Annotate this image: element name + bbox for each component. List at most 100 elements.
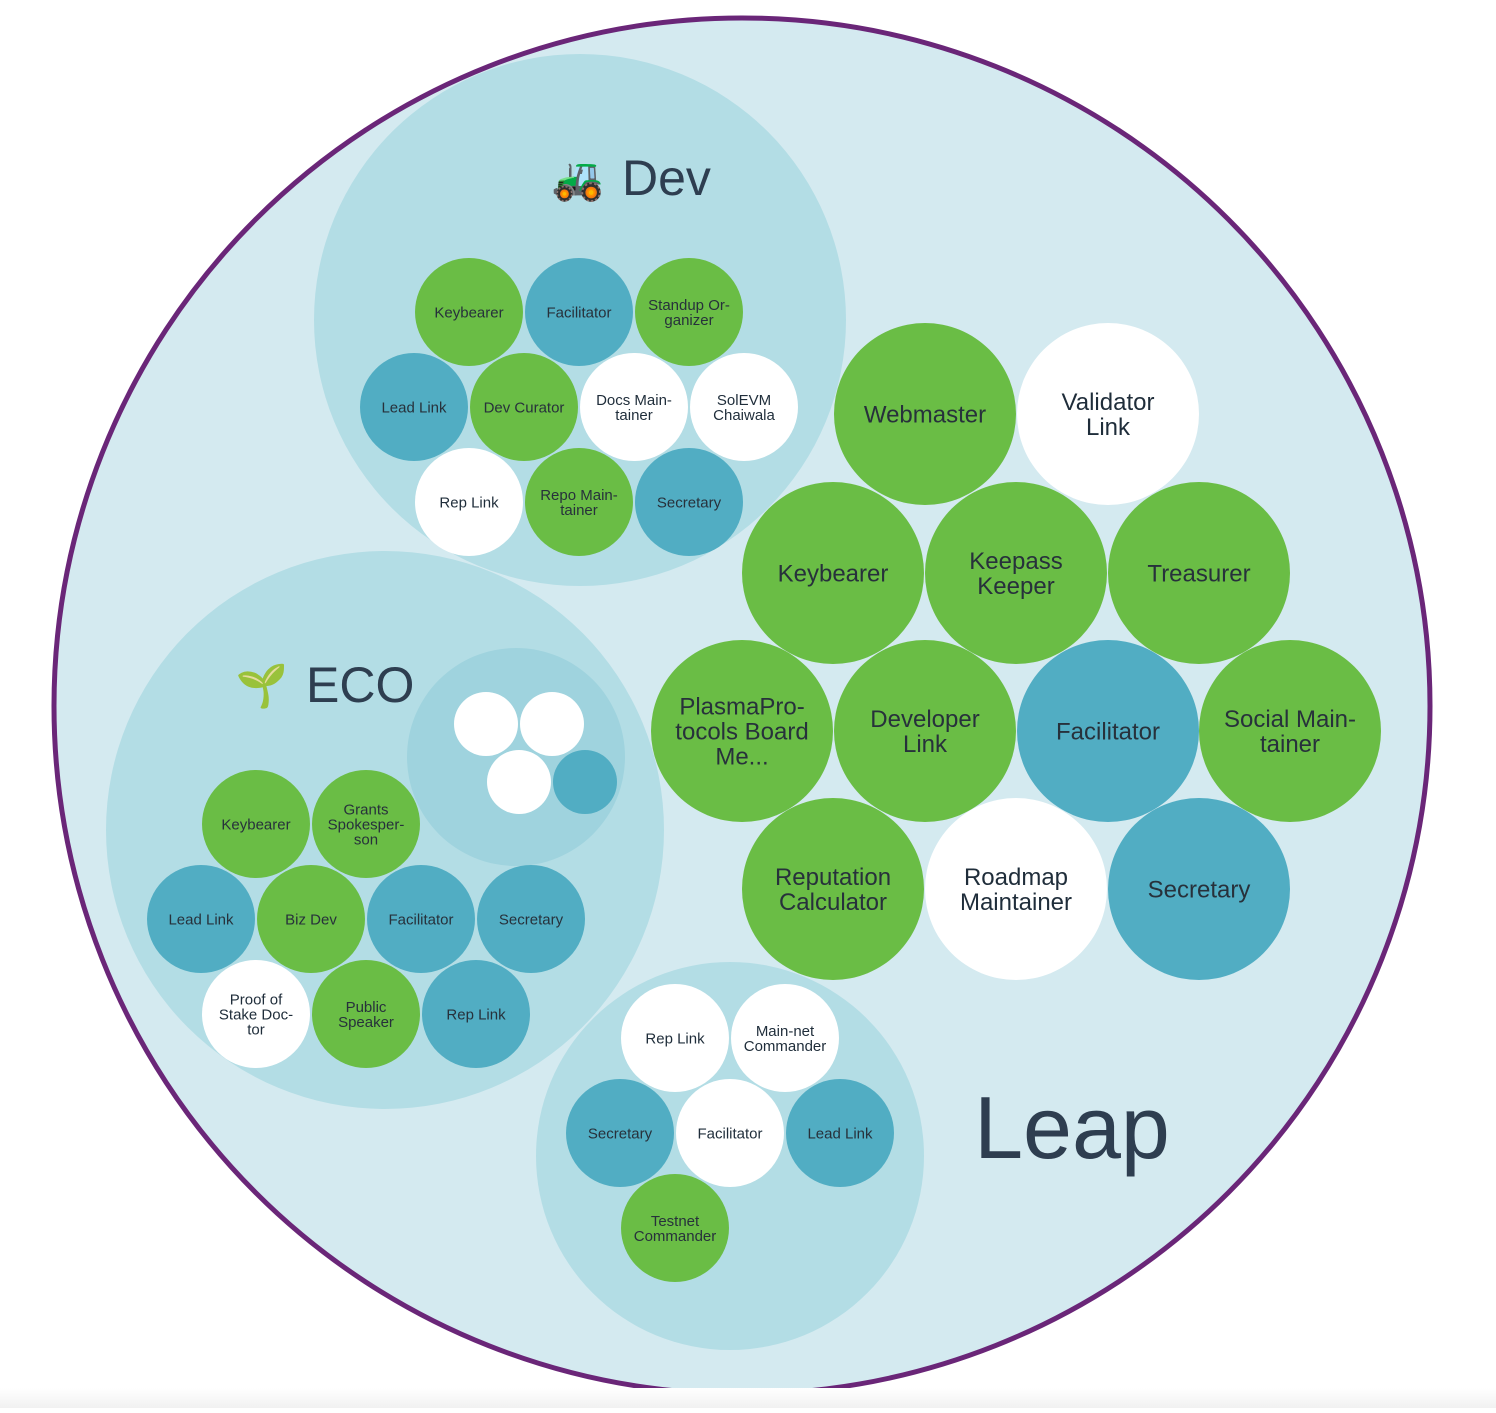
dev-role-docs-main-tainer[interactable]: Docs Main-tainer xyxy=(580,353,688,461)
eco-role-public-speaker-circle[interactable] xyxy=(312,960,420,1068)
dev-role-dev-curator-label: Dev Curator xyxy=(484,399,565,416)
unnamed-role-testnet-commander-circle[interactable] xyxy=(621,1174,729,1282)
dev-role-rep-link[interactable]: Rep Link xyxy=(415,448,523,556)
unnamed-role-lead-link-circle[interactable] xyxy=(786,1079,894,1187)
root-role-validator-link-circle[interactable] xyxy=(1017,323,1199,505)
root-role-social-main-tainer[interactable]: Social Main-tainer xyxy=(1199,640,1381,822)
dev-role-lead-link[interactable]: Lead Link xyxy=(360,353,468,461)
eco-role-keybearer-circle[interactable] xyxy=(202,770,310,878)
dev-role-standup-or-ganizer-label: Standup Or-ganizer xyxy=(648,297,730,329)
eco-title-label: ECO xyxy=(306,657,414,713)
root-role-social-main-tainer-circle[interactable] xyxy=(1199,640,1381,822)
dev-role-keybearer[interactable]: Keybearer xyxy=(415,258,523,366)
unnamed-role-main-net-commander-circle[interactable] xyxy=(731,984,839,1092)
root-role-developer-link-circle[interactable] xyxy=(834,640,1016,822)
eco-role-biz-dev-label: Biz Dev xyxy=(285,911,337,928)
eco-role-secretary[interactable]: Secretary xyxy=(477,865,585,973)
dev-title-label: Dev xyxy=(622,150,711,206)
eco-role-facilitator-circle[interactable] xyxy=(367,865,475,973)
unnamed-role-lead-link-label: Lead Link xyxy=(807,1125,873,1142)
dev-role-facilitator-label: Facilitator xyxy=(546,304,611,321)
root-role-webmaster-circle[interactable] xyxy=(834,323,1016,505)
root-role-reputation-calculator-circle[interactable] xyxy=(742,798,924,980)
dev-role-standup-or-ganizer[interactable]: Standup Or-ganizer xyxy=(635,258,743,366)
eco-subcircle-role-4[interactable] xyxy=(553,750,617,814)
eco-role-keybearer[interactable]: Keybearer xyxy=(202,770,310,878)
tractor-icon: 🚜 xyxy=(552,155,604,203)
dev-role-standup-or-ganizer-circle[interactable] xyxy=(635,258,743,366)
root-role-keybearer[interactable]: Keybearer xyxy=(742,482,924,664)
root-role-facilitator-circle[interactable] xyxy=(1017,640,1199,822)
dev-role-secretary-circle[interactable] xyxy=(635,448,743,556)
root-role-secretary[interactable]: Secretary xyxy=(1108,798,1290,980)
dev-role-dev-curator-circle[interactable] xyxy=(470,353,578,461)
unnamed-role-facilitator-label: Facilitator xyxy=(697,1125,762,1142)
unnamed-role-testnet-commander[interactable]: Testnet Commander xyxy=(621,1174,729,1282)
eco-role-rep-link-label: Rep Link xyxy=(446,1006,506,1023)
eco-role-rep-link[interactable]: Rep Link xyxy=(422,960,530,1068)
dev-role-repo-main-tainer[interactable]: Repo Main-tainer xyxy=(525,448,633,556)
eco-role-lead-link-circle[interactable] xyxy=(147,865,255,973)
dev-role-facilitator-circle[interactable] xyxy=(525,258,633,366)
root-role-validator-link[interactable]: Validator Link xyxy=(1017,323,1199,505)
eco-role-grants-spokesper-son-circle[interactable] xyxy=(312,770,420,878)
unnamed-role-rep-link[interactable]: Rep Link xyxy=(621,984,729,1092)
root-role-treasurer-circle[interactable] xyxy=(1108,482,1290,664)
eco-role-facilitator[interactable]: Facilitator xyxy=(367,865,475,973)
unnamed-role-testnet-commander-label: Testnet Commander xyxy=(634,1213,717,1245)
root-role-plasmapro-tocols-board-me-circle[interactable] xyxy=(651,640,833,822)
unnamed-role-facilitator[interactable]: Facilitator xyxy=(676,1079,784,1187)
root-role-treasurer[interactable]: Treasurer xyxy=(1108,482,1290,664)
dev-role-docs-main-tainer-circle[interactable] xyxy=(580,353,688,461)
eco-role-biz-dev-circle[interactable] xyxy=(257,865,365,973)
root-role-roadmap-maintainer-circle[interactable] xyxy=(925,798,1107,980)
eco-subcircle-role-2[interactable] xyxy=(520,692,584,756)
root-role-developer-link[interactable]: Developer Link xyxy=(834,640,1016,822)
unnamed-role-lead-link[interactable]: Lead Link xyxy=(786,1079,894,1187)
roles-layer: Keybearer Facilitator Standup Or-ganizer Le… xyxy=(147,258,1381,1282)
root-role-keepass-keeper[interactable]: Keepass Keeper xyxy=(925,482,1107,664)
eco-role-grants-spokesper-son-label: Grants Spokesper-son xyxy=(328,801,405,848)
root-role-keepass-keeper-circle[interactable] xyxy=(925,482,1107,664)
root-role-roadmap-maintainer-label: Roadmap Maintainer xyxy=(960,864,1072,916)
dev-role-rep-link-circle[interactable] xyxy=(415,448,523,556)
root-role-plasmapro-tocols-board-me-label: PlasmaPro-tocols Board Me... xyxy=(675,693,808,770)
root-role-webmaster[interactable]: Webmaster xyxy=(834,323,1016,505)
eco-role-public-speaker[interactable]: Public Speaker xyxy=(312,960,420,1068)
unnamed-role-facilitator-circle[interactable] xyxy=(676,1079,784,1187)
eco-role-secretary-label: Secretary xyxy=(499,911,564,928)
dev-role-lead-link-circle[interactable] xyxy=(360,353,468,461)
eco-role-rep-link-circle[interactable] xyxy=(422,960,530,1068)
leap-title: Leap xyxy=(974,1078,1170,1177)
dev-role-dev-curator[interactable]: Dev Curator xyxy=(470,353,578,461)
root-role-keybearer-circle[interactable] xyxy=(742,482,924,664)
eco-role-biz-dev[interactable]: Biz Dev xyxy=(257,865,365,973)
root-role-reputation-calculator[interactable]: Reputation Calculator xyxy=(742,798,924,980)
root-role-social-main-tainer-label: Social Main-tainer xyxy=(1224,706,1356,758)
unnamed-role-rep-link-label: Rep Link xyxy=(645,1030,705,1047)
dev-role-solevm-chaiwala-circle[interactable] xyxy=(690,353,798,461)
eco-subcircle-role-1[interactable] xyxy=(454,692,518,756)
root-role-secretary-circle[interactable] xyxy=(1108,798,1290,980)
eco-role-secretary-circle[interactable] xyxy=(477,865,585,973)
root-role-roadmap-maintainer[interactable]: Roadmap Maintainer xyxy=(925,798,1107,980)
unnamed-role-secretary-circle[interactable] xyxy=(566,1079,674,1187)
eco-role-grants-spokesper-son[interactable]: Grants Spokesper-son xyxy=(312,770,420,878)
root-role-validator-link-label: Validator Link xyxy=(1062,389,1155,441)
dev-role-secretary[interactable]: Secretary xyxy=(635,448,743,556)
unnamed-role-main-net-commander[interactable]: Main-net Commander xyxy=(731,984,839,1092)
eco-subcircle-role-3[interactable] xyxy=(487,750,551,814)
root-role-plasmapro-tocols-board-me[interactable]: PlasmaPro-tocols Board Me... xyxy=(651,640,833,822)
dev-role-facilitator[interactable]: Facilitator xyxy=(525,258,633,366)
dev-role-repo-main-tainer-circle[interactable] xyxy=(525,448,633,556)
dev-role-solevm-chaiwala[interactable]: SolEVM Chaiwala xyxy=(690,353,798,461)
dev-role-keybearer-circle[interactable] xyxy=(415,258,523,366)
eco-role-proof-of-stake-doc-tor-circle[interactable] xyxy=(202,960,310,1068)
eco-role-proof-of-stake-doc-tor[interactable]: Proof of Stake Doc-tor xyxy=(202,960,310,1068)
unnamed-role-secretary[interactable]: Secretary xyxy=(566,1079,674,1187)
eco-role-lead-link[interactable]: Lead Link xyxy=(147,865,255,973)
root-role-facilitator[interactable]: Facilitator xyxy=(1017,640,1199,822)
unnamed-role-rep-link-circle[interactable] xyxy=(621,984,729,1092)
